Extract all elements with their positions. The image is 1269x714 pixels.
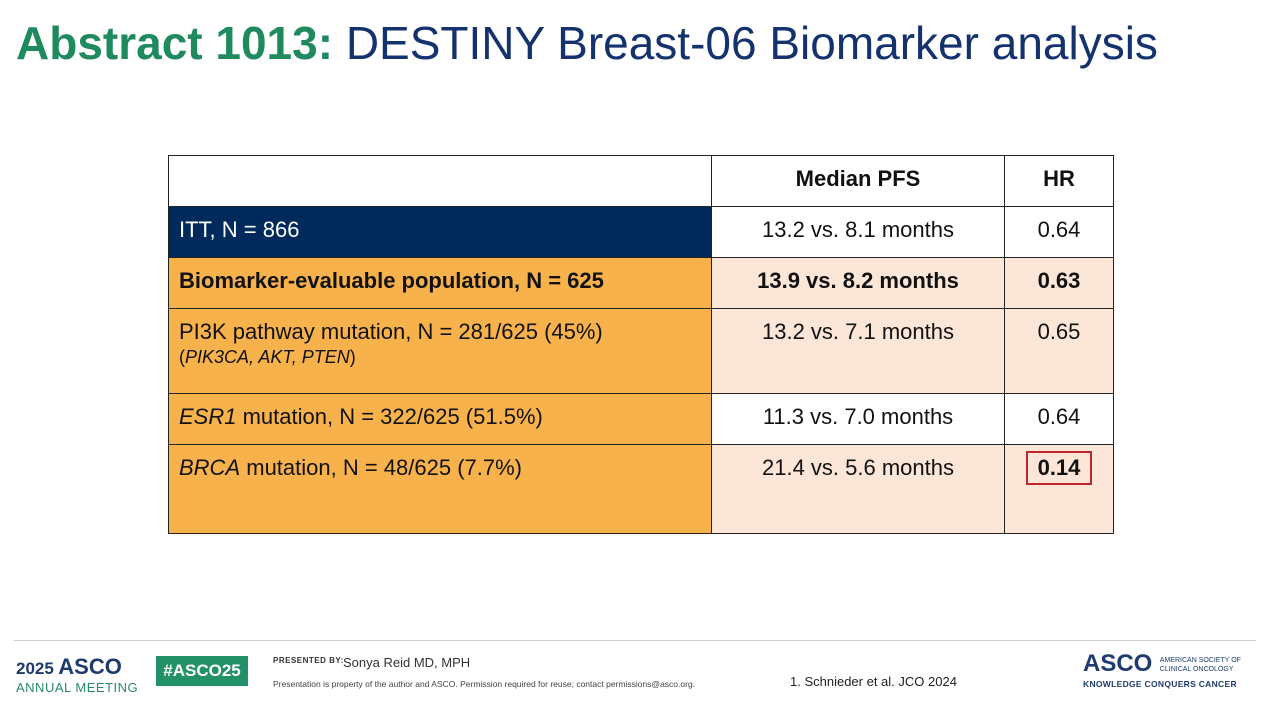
asco-society-logo: ASCO AMERICAN SOCIETY OF CLINICAL ONCOLOG…	[1083, 650, 1241, 689]
row-pfs: 11.3 vs. 7.0 months	[711, 393, 1005, 445]
slide-title: Abstract 1013: DESTINY Breast-06 Biomark…	[16, 14, 1158, 72]
row-hr: 0.65	[1004, 308, 1114, 394]
presented-by-label: PRESENTED BY:	[273, 656, 344, 665]
table-row: PI3K pathway mutation, N = 281/625 (45%)…	[168, 308, 1114, 394]
header-median-pfs: Median PFS	[711, 155, 1005, 207]
table-row: ESR1 mutation, N = 322/625 (51.5%) 11.3 …	[168, 393, 1114, 445]
property-notice: Presentation is property of the author a…	[273, 679, 696, 689]
row-hr: 0.64	[1004, 206, 1114, 258]
footer-divider	[14, 640, 1256, 641]
row-label-esr1: ESR1 mutation, N = 322/625 (51.5%)	[168, 393, 712, 445]
row-label-itt: ITT, N = 866	[168, 206, 712, 258]
header-cell-blank	[168, 155, 712, 207]
row-label-pi3k: PI3K pathway mutation, N = 281/625 (45%)…	[168, 308, 712, 394]
title-main: DESTINY Breast-06 Biomarker analysis	[345, 17, 1158, 69]
row-label-brca: BRCA mutation, N = 48/625 (7.7%)	[168, 444, 712, 534]
row-pfs: 13.2 vs. 7.1 months	[711, 308, 1005, 394]
reference-citation: 1. Schnieder et al. JCO 2024	[790, 674, 957, 689]
pi3k-genes: (PIK3CA, AKT, PTEN)	[179, 347, 356, 367]
table-header-row: Median PFS HR	[168, 155, 1114, 207]
row-label-biomarker-evaluable: Biomarker-evaluable population, N = 625	[168, 257, 712, 309]
header-hr: HR	[1004, 155, 1114, 207]
row-pfs: 21.4 vs. 5.6 months	[711, 444, 1005, 534]
table-row: BRCA mutation, N = 48/625 (7.7%) 21.4 vs…	[168, 444, 1114, 534]
row-hr: 0.64	[1004, 393, 1114, 445]
row-pfs: 13.9 vs. 8.2 months	[711, 257, 1005, 309]
asco-annual-meeting-logo: 2025 ASCO ANNUAL MEETING	[16, 654, 139, 695]
row-hr: 0.14	[1004, 444, 1114, 534]
title-prefix: Abstract 1013:	[16, 17, 334, 69]
row-hr: 0.63	[1004, 257, 1114, 309]
highlighted-hr-value: 0.14	[1025, 451, 1093, 485]
table-row: Biomarker-evaluable population, N = 625 …	[168, 257, 1114, 309]
row-pfs: 13.2 vs. 8.1 months	[711, 206, 1005, 258]
presenter-name: Sonya Reid MD, MPH	[343, 655, 471, 670]
biomarker-table: Median PFS HR ITT, N = 866 13.2 vs. 8.1 …	[168, 155, 1114, 534]
table-row: ITT, N = 866 13.2 vs. 8.1 months 0.64	[168, 206, 1114, 258]
hashtag-badge: #ASCO25	[156, 656, 248, 686]
